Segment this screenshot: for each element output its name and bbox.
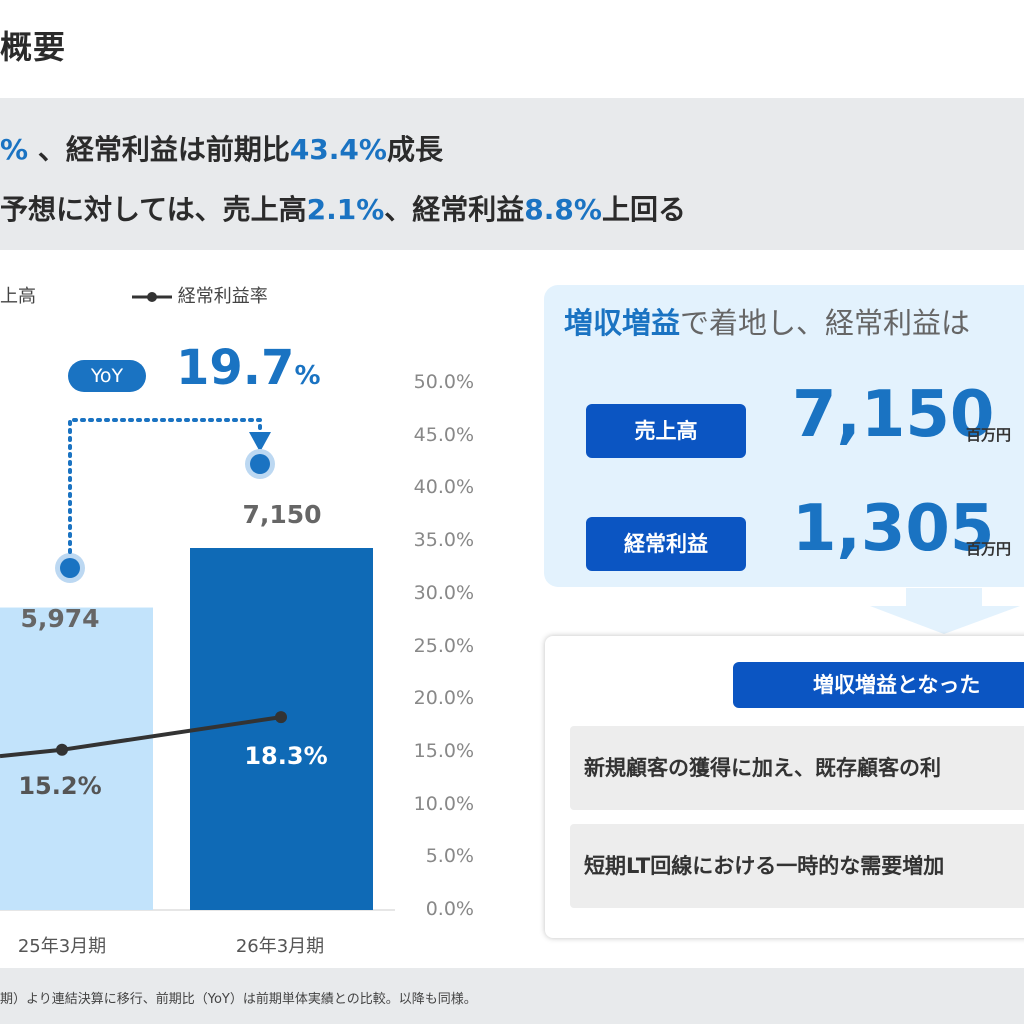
- summary-line-1-tail: 成長: [386, 133, 443, 166]
- reason-item-1: 新規顧客の獲得に加え、既存顧客の利: [570, 726, 1024, 810]
- kpi-headline-bold: 増収増益: [564, 306, 681, 340]
- y2-tick-label: 45.0%: [413, 423, 474, 446]
- reason-item-2: 短期LT回線における一時的な需要増加: [570, 824, 1024, 908]
- y2-tick-label: 50.0%: [413, 371, 474, 393]
- kpi-label-sales: 売上高: [586, 404, 746, 458]
- bar-value-label-prev: 5,974: [20, 604, 100, 633]
- summary-line-2-mid: 、経常利益: [384, 193, 525, 226]
- kpi-value-sales: 7,150: [792, 378, 995, 452]
- kpi-unit-profit: 百万円: [966, 540, 1012, 558]
- bar-curr: [190, 548, 373, 910]
- y2-tick-label: 40.0%: [413, 476, 474, 499]
- bar-prev: [0, 607, 153, 910]
- kpi-label-profit: 経常利益: [586, 517, 746, 571]
- y2-tick-label: 25.0%: [413, 634, 474, 657]
- y2-tick-label: 30.0%: [413, 581, 474, 604]
- yoy-pill: YoY: [68, 360, 146, 392]
- summary-line-2-tail: 上回る: [601, 193, 686, 226]
- summary-line-1-value: 43.4%: [289, 133, 387, 166]
- legend-line-marker-icon: [132, 292, 172, 302]
- chart-canvas: [0, 418, 395, 911]
- y2-tick-label: 5.0%: [425, 845, 474, 868]
- bar-value-label-curr: 7,150: [242, 500, 322, 529]
- summary-line-1-mid: 、経常利益は前期比: [37, 133, 290, 166]
- footer-band: [0, 968, 1024, 1024]
- legend-line-entry: 経常利益率: [132, 282, 268, 308]
- down-arrow-icon: [870, 588, 1020, 634]
- ratio-point-curr: [275, 711, 287, 724]
- kpi-unit-sales: 百万円: [966, 426, 1012, 444]
- yoy-value: 19.7%: [176, 340, 321, 396]
- summary-line-1: % 、経常利益は前期比43.4%成長: [0, 128, 443, 168]
- summary-line-2: 予想に対しては、売上高2.1%、経常利益8.8%上回る: [0, 188, 686, 228]
- legend-bar-entry: 上高: [0, 282, 36, 308]
- yoy-value-number: 19.7: [176, 340, 295, 396]
- y2-tick-label: 20.0%: [413, 687, 474, 710]
- yoy-value-unit: %: [294, 361, 321, 391]
- kpi-headline: 増収増益で着地し、経常利益は: [564, 300, 970, 342]
- footnote: 期）より連結決算に移行、前期比（YoY）は前期単体実績との比較。以降も同様。: [0, 992, 477, 1007]
- y2-tick-label: 10.0%: [413, 792, 474, 815]
- yoy-start-dot: [60, 558, 80, 578]
- x-axis-label-prev: 25年3月期: [17, 936, 107, 957]
- line-value-label-prev: 15.2%: [18, 772, 102, 800]
- summary-band: [0, 98, 1024, 250]
- y2-tick-label: 15.0%: [413, 739, 474, 762]
- ratio-point-prev: [56, 743, 68, 756]
- y2-tick-label: 35.0%: [413, 529, 474, 552]
- page-title: 概要: [0, 28, 67, 66]
- summary-line-2-value2: 8.8%: [524, 193, 602, 226]
- legend-line-label: 経常利益率: [177, 286, 268, 307]
- summary-line-2-lead: 予想に対しては、売上高: [0, 193, 307, 226]
- summary-line-2-value1: 2.1%: [306, 193, 385, 226]
- kpi-value-profit: 1,305: [792, 492, 995, 566]
- legend-bar-label: 上高: [0, 286, 36, 307]
- yoy-arrow-head: [249, 432, 271, 452]
- yoy-end-dot: [250, 454, 270, 474]
- reasons-title: 増収増益となった: [733, 662, 1024, 708]
- summary-line-1-lead: %: [0, 133, 29, 166]
- line-value-label-curr: 18.3%: [244, 742, 328, 770]
- y2-tick-label: 0.0%: [425, 898, 474, 920]
- yoy-connector: [68, 418, 262, 554]
- kpi-headline-rest: で着地し、経常利益は: [680, 306, 971, 340]
- x-axis-label-curr: 26年3月期: [235, 936, 325, 957]
